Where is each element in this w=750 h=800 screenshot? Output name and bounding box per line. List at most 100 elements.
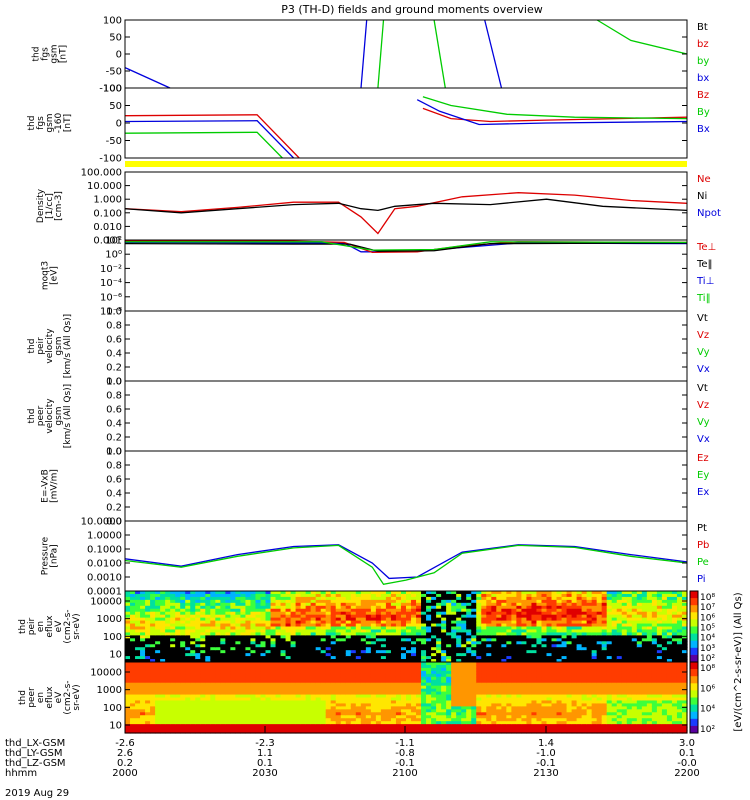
spectrogram-cell xyxy=(285,593,292,598)
spectrogram-cell xyxy=(275,629,282,634)
spectrogram-cell xyxy=(265,602,272,607)
spectrogram-cell xyxy=(350,724,357,728)
spectrogram-cell xyxy=(340,626,347,631)
spectrogram-cell xyxy=(461,715,467,719)
spectrogram-cell xyxy=(280,641,287,645)
spectrogram-cell xyxy=(145,670,151,675)
spectrogram-cell xyxy=(330,596,337,601)
spectrogram-cell xyxy=(631,644,638,648)
spectrogram-cell xyxy=(180,638,186,642)
spectrogram-cell xyxy=(400,673,407,678)
spectrogram-cell xyxy=(626,623,633,628)
spectrogram-cell xyxy=(576,662,583,666)
spectrogram-cell xyxy=(235,644,242,648)
spectrogram-cell xyxy=(461,662,467,666)
spectrogram-cell xyxy=(310,632,317,636)
spectrogram-cell xyxy=(205,694,211,699)
spectrogram-cell xyxy=(576,688,583,693)
spectrogram-cell xyxy=(305,685,312,690)
spectrogram-cell xyxy=(596,605,603,610)
spectrogram-cell xyxy=(400,653,407,657)
spectrogram-cell xyxy=(646,656,653,660)
spectrogram-cell xyxy=(501,596,507,601)
spectrogram-cell xyxy=(370,697,377,702)
spectrogram-cell xyxy=(385,602,392,607)
spectrogram-cell xyxy=(456,700,462,705)
spectrogram-cell xyxy=(400,638,407,642)
spectrogram-cell xyxy=(431,644,437,648)
spectrogram-cell xyxy=(150,635,156,639)
spectrogram-cell xyxy=(491,670,497,675)
spectrogram-cell xyxy=(345,694,352,699)
spectrogram-cell xyxy=(551,593,558,598)
spectrogram-cell xyxy=(676,614,683,619)
spectrogram-cell xyxy=(671,599,678,604)
spectrogram-cell xyxy=(220,727,226,731)
spectrogram-cell xyxy=(576,709,583,713)
spectrogram-cell xyxy=(491,644,497,648)
spectrogram-cell xyxy=(280,656,287,660)
spectrogram-cell xyxy=(185,670,191,675)
spectrogram-cell xyxy=(526,673,533,678)
spectrogram-cell xyxy=(390,614,397,619)
spectrogram-cell xyxy=(190,635,196,639)
spectrogram-cell xyxy=(205,650,211,654)
spectrogram-cell xyxy=(491,656,497,660)
spectrogram-cell xyxy=(606,608,613,613)
spectrogram-cell xyxy=(170,641,176,645)
spectrogram-cell xyxy=(280,718,287,722)
spectrogram-cell xyxy=(561,608,568,613)
spectrogram-cell xyxy=(421,706,427,710)
spectrogram-cell xyxy=(255,679,262,684)
spectrogram-cell xyxy=(536,721,543,725)
spectrogram-cell xyxy=(596,703,603,707)
spectrogram-cell xyxy=(491,667,497,672)
spectrogram-cell xyxy=(260,602,267,607)
spectrogram-cell xyxy=(421,591,427,595)
spectrogram-cell xyxy=(175,670,181,675)
spectrogram-cell xyxy=(606,602,613,607)
spectrogram-cell xyxy=(576,650,583,654)
spectrogram-cell xyxy=(416,623,422,628)
spectrogram-cell xyxy=(591,670,598,675)
spectrogram-cell xyxy=(135,605,141,610)
spectrogram-cell xyxy=(365,629,372,634)
spectrogram-cell xyxy=(320,727,327,731)
spectrogram-cell xyxy=(461,691,467,696)
spectrogram-cell xyxy=(365,659,372,663)
spectrogram-cell xyxy=(421,638,427,642)
spectrogram-cell xyxy=(616,602,623,607)
spectrogram-cell xyxy=(471,703,477,707)
spectrogram-cell xyxy=(476,644,482,648)
spectrogram-cell xyxy=(355,644,362,648)
spectrogram-cell xyxy=(431,620,437,625)
spectrogram-cell xyxy=(441,679,447,684)
spectrogram-cell xyxy=(551,688,558,693)
spectrogram-cell xyxy=(355,697,362,702)
spectrogram-cell xyxy=(210,602,216,607)
spectrogram-cell xyxy=(451,685,457,690)
spectrogram-cell xyxy=(576,617,583,622)
spectrogram-cell xyxy=(546,694,553,699)
spectrogram-cell xyxy=(275,599,282,604)
spectrogram-cell xyxy=(486,620,492,625)
spectrogram-cell xyxy=(130,602,136,607)
spectrogram-cell xyxy=(365,608,372,613)
spectrogram-cell xyxy=(451,664,457,669)
spectrogram-cell xyxy=(345,700,352,705)
spectrogram-cell xyxy=(135,673,141,678)
spectrogram-cell xyxy=(561,706,568,710)
spectrogram-cell xyxy=(220,599,226,604)
spectrogram-cell xyxy=(135,727,141,731)
spectrogram-cell xyxy=(265,706,272,710)
spectrogram-cell xyxy=(390,591,397,595)
spectrogram-cell xyxy=(571,709,578,713)
spectrogram-cell xyxy=(160,647,166,651)
spectrogram-cell xyxy=(476,703,482,707)
spectrogram-cell xyxy=(145,685,151,690)
spectrogram-cell xyxy=(250,605,257,610)
spectrogram-cell xyxy=(461,620,467,625)
spectrogram-cell xyxy=(145,679,151,684)
spectrogram-cell xyxy=(290,599,297,604)
spectrogram-cell xyxy=(566,709,573,713)
